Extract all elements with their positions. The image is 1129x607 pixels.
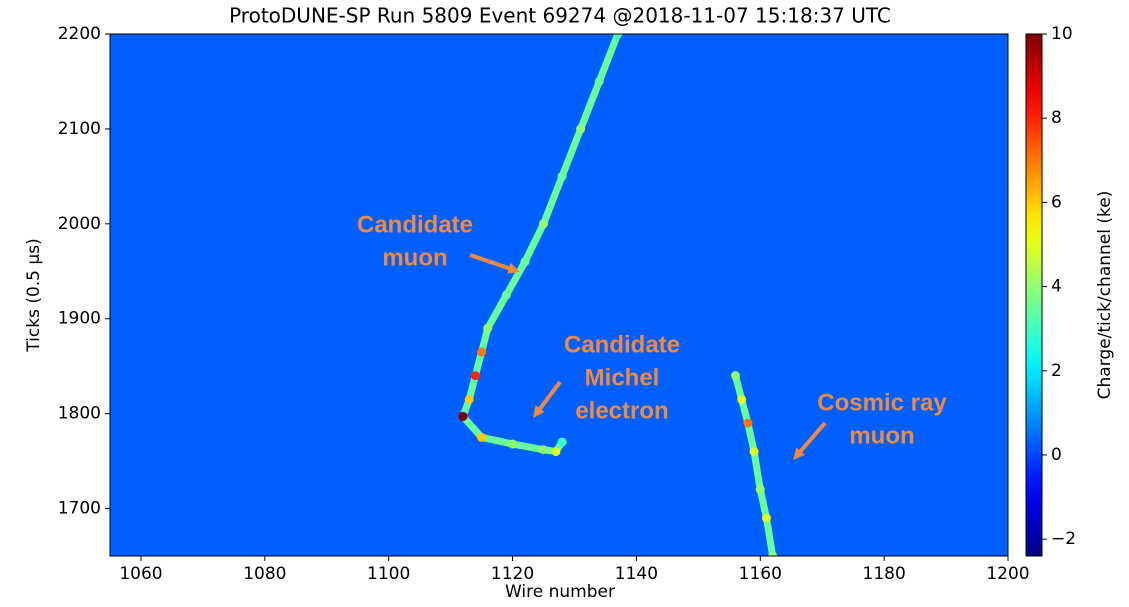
x-tick-label: 1140 xyxy=(615,564,658,584)
y-tick-label: 2000 xyxy=(58,214,101,234)
colorbar-tick-label: 6 xyxy=(1051,192,1062,212)
annotation-text: Michel xyxy=(585,364,660,391)
annotation-arrow xyxy=(469,253,514,272)
y-tick-label: 1900 xyxy=(58,309,101,329)
x-tick-label: 1160 xyxy=(739,564,782,584)
track-hit xyxy=(557,437,567,447)
chart-title: ProtoDUNE-SP Run 5809 Event 69274 @2018-… xyxy=(229,4,891,28)
annotation-text: Candidate xyxy=(357,211,473,238)
y-tick-label: 1700 xyxy=(58,499,101,519)
track-hit xyxy=(755,485,765,495)
colorbar-tick-label: 4 xyxy=(1051,277,1062,297)
annotation-text: Cosmic ray xyxy=(817,389,947,416)
colorbar-tick-label: 2 xyxy=(1051,361,1062,381)
tracks xyxy=(458,34,778,556)
x-tick-label: 1080 xyxy=(243,564,286,584)
x-tick-label: 1120 xyxy=(491,564,534,584)
track-hit xyxy=(539,445,549,455)
x-tick-label: 1100 xyxy=(367,564,410,584)
annotation-text: Candidate xyxy=(564,331,680,358)
colorbar-tick-label: −2 xyxy=(1051,529,1076,549)
annotation-arrowhead xyxy=(793,447,805,460)
x-axis-label: Wire number xyxy=(505,582,615,602)
track-hit xyxy=(508,439,518,449)
annotation-arrow xyxy=(536,380,562,413)
annotation-arrowhead xyxy=(507,262,520,274)
track-hit xyxy=(551,447,561,457)
track-hit xyxy=(539,219,549,229)
colorbar-tick-label: 10 xyxy=(1051,24,1073,44)
track-hit xyxy=(761,513,771,523)
track-hit xyxy=(458,411,468,421)
annotation-arrow xyxy=(796,421,827,456)
track-hit xyxy=(483,323,493,333)
colorbar-tick-label: 0 xyxy=(1051,445,1062,465)
x-tick-label: 1200 xyxy=(986,564,1029,584)
annotation-text: electron xyxy=(575,397,668,424)
colorbar-label: Charge/tick/channel (ke) xyxy=(1095,191,1115,400)
track-hit xyxy=(768,551,778,556)
track-hit xyxy=(749,447,759,457)
plot-frame xyxy=(109,33,1009,557)
track-hit xyxy=(477,432,487,442)
track-hit xyxy=(501,290,511,300)
track-hit xyxy=(520,257,530,267)
annotation-arrowhead xyxy=(533,405,545,418)
colorbar-tick-label: 8 xyxy=(1051,108,1062,128)
track-hit xyxy=(737,394,747,404)
track-hit xyxy=(594,76,604,86)
track-hit xyxy=(576,124,586,134)
track-hit xyxy=(613,34,623,39)
annotation-text: muon xyxy=(849,422,914,449)
x-tick-label: 1180 xyxy=(863,564,906,584)
y-tick-label: 1800 xyxy=(58,404,101,424)
y-tick-label: 2100 xyxy=(58,119,101,139)
track-hit xyxy=(477,347,487,357)
track-hit xyxy=(743,418,753,428)
track-hit xyxy=(464,394,474,404)
annotation-text: muon xyxy=(382,244,447,271)
y-axis-label: Ticks (0.5 μs) xyxy=(24,238,44,352)
y-tick-label: 2200 xyxy=(58,24,101,44)
track-hit xyxy=(557,171,567,181)
track-hit xyxy=(731,371,741,381)
colorbar xyxy=(1025,33,1043,557)
x-tick-label: 1060 xyxy=(119,564,162,584)
plot-background xyxy=(110,34,1008,556)
track-hit xyxy=(470,371,480,381)
